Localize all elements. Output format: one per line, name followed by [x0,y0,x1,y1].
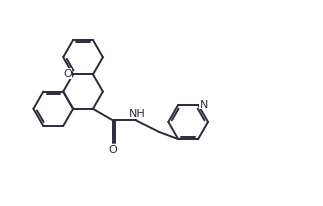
Text: O: O [109,144,117,154]
Text: N: N [200,99,208,109]
Text: NH: NH [129,109,146,119]
Text: O: O [63,69,72,79]
